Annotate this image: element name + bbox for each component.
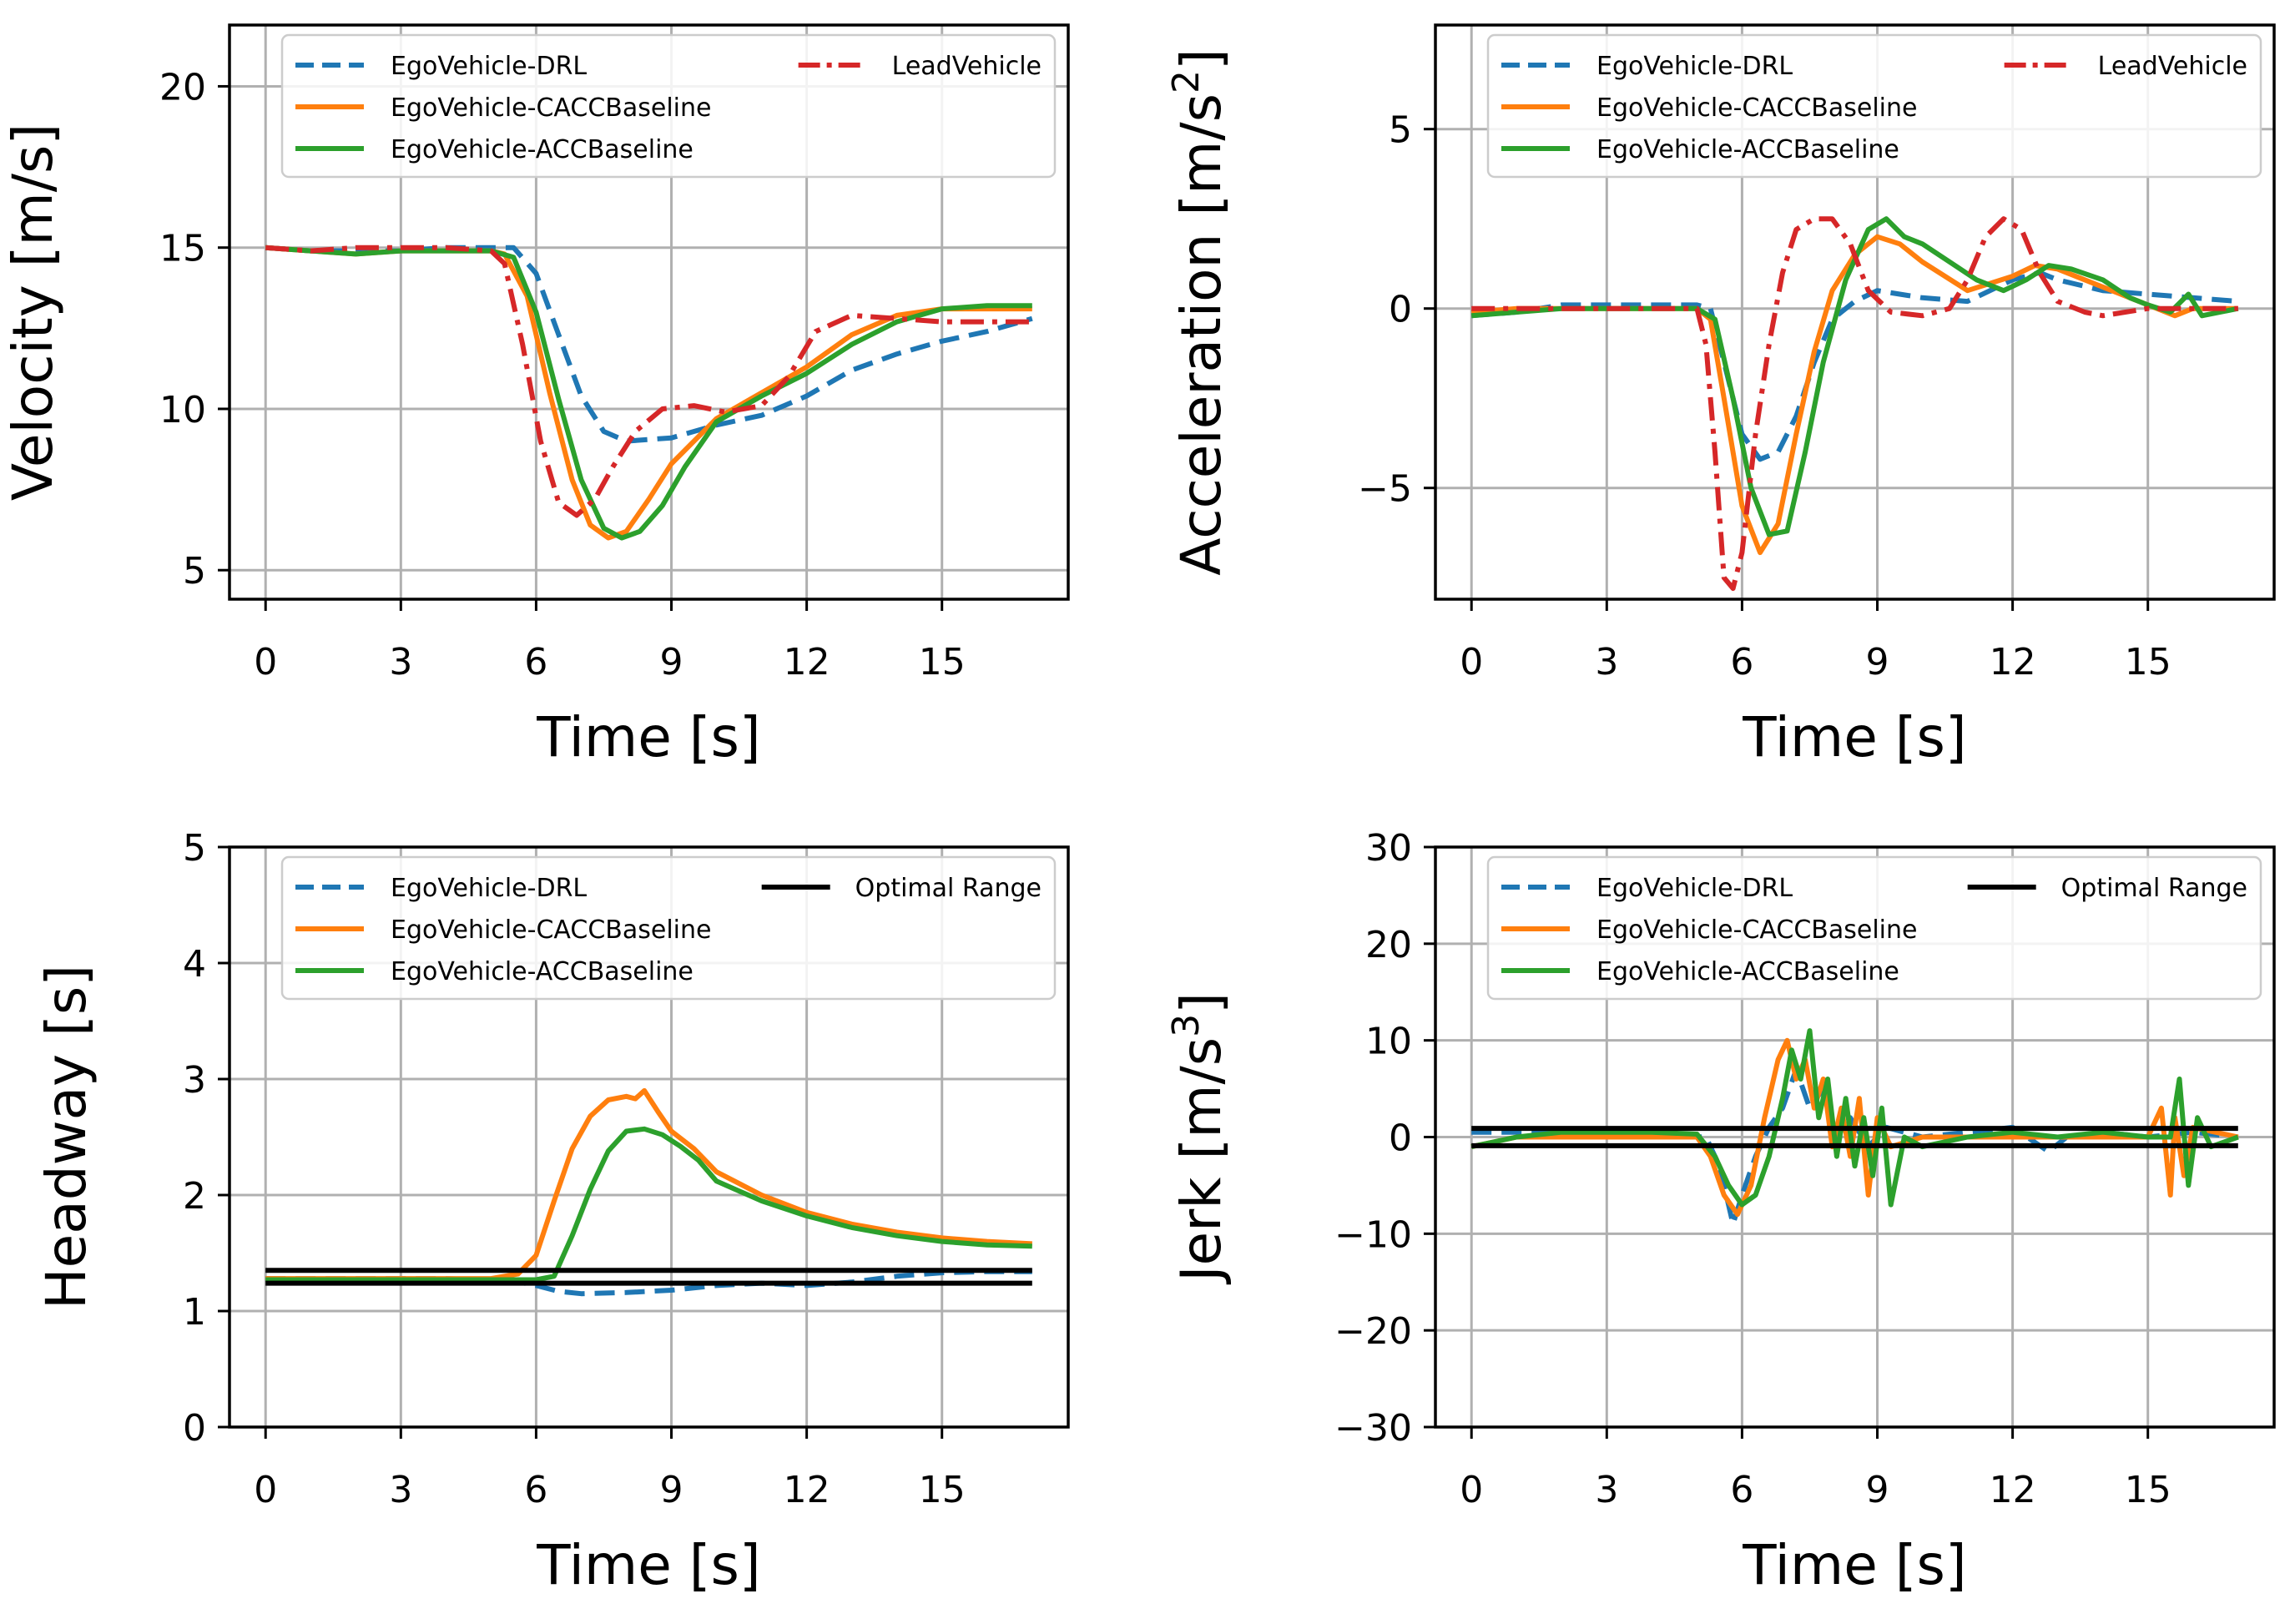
legend-label-egovehicle-accbaseline: EgoVehicle-ACCBaseline xyxy=(1596,135,1899,164)
x-tick-label: 15 xyxy=(919,641,966,683)
y-axis-label: Velocity [m/s] xyxy=(1,124,65,501)
y-tick-label: −30 xyxy=(1334,1407,1412,1450)
axes-frame xyxy=(1434,23,2276,601)
y-tick-label: 2 xyxy=(183,1175,206,1218)
y-axis-label: Acceleration [m/s2] xyxy=(1165,48,1233,576)
legend-box xyxy=(1486,33,2262,179)
chart-velocity: 0 3 6 9 12 15 5 10 15 20 Time [s] Velocity [m/s] Ego… xyxy=(1,23,1070,769)
x-tick-label: 3 xyxy=(1595,641,1618,683)
y-tick-label: 5 xyxy=(1389,109,1412,152)
y-tick-label: 3 xyxy=(183,1059,206,1102)
x-tick-label: 6 xyxy=(1730,1469,1753,1511)
legend: EgoVehicle-DRL EgoVehicle-CACCBaseline Ego… xyxy=(1486,855,2262,1001)
x-tick-label: 3 xyxy=(389,641,412,683)
legend-label-optimal-range: Optimal Range xyxy=(2061,874,2247,903)
legend: EgoVehicle-DRL EgoVehicle-CACCBaseline Ego… xyxy=(280,855,1057,1001)
series-line-egovehicle-accbaseline xyxy=(265,1126,1032,1283)
x-tick-label: 3 xyxy=(389,1469,412,1511)
x-tick-label: 6 xyxy=(524,1469,547,1511)
x-tick-label: 6 xyxy=(1730,641,1753,683)
y-tick-label: 0 xyxy=(1389,289,1412,331)
x-tick-label: 15 xyxy=(2125,1469,2171,1511)
legend-label-egovehicle-drl: EgoVehicle-DRL xyxy=(391,52,587,81)
y-tick-label: 20 xyxy=(1365,924,1412,966)
legend-label-egovehicle-caccbaseline: EgoVehicle-CACCBaseline xyxy=(391,93,712,123)
y-tick-label: 5 xyxy=(183,550,206,593)
legend-box xyxy=(280,33,1057,179)
series-group xyxy=(1470,1028,2239,1227)
legend-label-egovehicle-drl: EgoVehicle-DRL xyxy=(391,874,587,903)
y-tick-label: 30 xyxy=(1365,827,1412,870)
y-tick-label: 0 xyxy=(1389,1117,1412,1160)
chart-acceleration: 0 3 6 9 12 15 −5 0 5 Time [s] Acceleration [m/s2] E… xyxy=(1165,23,2276,769)
x-tick-label: 0 xyxy=(254,641,277,683)
legend: EgoVehicle-DRL EgoVehicle-CACCBaseline Ego… xyxy=(280,33,1057,179)
legend: EgoVehicle-DRL EgoVehicle-CACCBaseline Ego… xyxy=(1486,33,2262,179)
x-axis-label: Time [s] xyxy=(1742,1533,1966,1597)
y-axis-label: Headway [s] xyxy=(34,965,98,1309)
legend-box xyxy=(280,855,1057,1001)
y-tick-label: 5 xyxy=(183,827,206,870)
y-tick-label: 0 xyxy=(183,1407,206,1450)
legend-label-egovehicle-drl: EgoVehicle-DRL xyxy=(1596,52,1793,81)
x-axis-label: Time [s] xyxy=(536,705,760,769)
axes-frame xyxy=(228,23,1070,601)
chart-jerk: 0 3 6 9 12 15 −30 −20 −10 0 10 20 30 Time [s] Jerk [m/… xyxy=(1165,827,2276,1597)
x-tick-label: 9 xyxy=(1866,641,1889,683)
y-tick-label: −20 xyxy=(1334,1310,1412,1353)
y-tick-label: 4 xyxy=(183,943,206,986)
legend-label-leadvehicle: LeadVehicle xyxy=(2098,52,2247,81)
y-tick-label: 1 xyxy=(183,1291,206,1334)
x-tick-label: 0 xyxy=(1460,641,1483,683)
legend-label-egovehicle-caccbaseline: EgoVehicle-CACCBaseline xyxy=(1596,915,1918,945)
legend-label-egovehicle-accbaseline: EgoVehicle-ACCBaseline xyxy=(1596,957,1899,986)
x-tick-label: 0 xyxy=(1460,1469,1483,1511)
series-line-leadvehicle xyxy=(1471,216,2238,592)
y-tick-label: 20 xyxy=(159,66,206,108)
x-axis-label: Time [s] xyxy=(1742,705,1966,769)
y-axis-label: Jerk [m/s3] xyxy=(1165,992,1233,1285)
y-tick-label: 15 xyxy=(159,228,206,270)
legend-label-egovehicle-accbaseline: EgoVehicle-ACCBaseline xyxy=(391,957,694,986)
y-tick-label: 10 xyxy=(159,389,206,431)
y-tick-label: −10 xyxy=(1334,1213,1412,1256)
series-line-egovehicle-accbaseline xyxy=(265,245,1032,541)
series-group xyxy=(265,1087,1032,1297)
x-tick-label: 9 xyxy=(660,1469,683,1511)
legend-label-leadvehicle: LeadVehicle xyxy=(892,52,1042,81)
axes-frame xyxy=(228,845,1070,1429)
x-tick-label: 15 xyxy=(2125,641,2171,683)
series-line-egovehicle-accbaseline xyxy=(1470,1028,2239,1208)
legend-box xyxy=(1486,855,2262,1001)
x-tick-label: 6 xyxy=(524,641,547,683)
legend-label-egovehicle-drl: EgoVehicle-DRL xyxy=(1596,874,1793,903)
x-tick-label: 15 xyxy=(919,1469,966,1511)
legend-label-egovehicle-caccbaseline: EgoVehicle-CACCBaseline xyxy=(1596,93,1918,123)
x-tick-label: 12 xyxy=(1990,1469,2036,1511)
x-tick-label: 9 xyxy=(1866,1469,1889,1511)
legend-label-egovehicle-caccbaseline: EgoVehicle-CACCBaseline xyxy=(391,915,712,945)
x-tick-label: 12 xyxy=(784,641,830,683)
y-tick-label: −5 xyxy=(1358,468,1412,511)
series-group xyxy=(1470,216,2239,592)
x-tick-label: 3 xyxy=(1595,1469,1618,1511)
series-group xyxy=(265,245,1033,541)
series-line-egovehicle-caccbaseline xyxy=(265,1087,1032,1282)
x-tick-label: 12 xyxy=(784,1469,830,1511)
x-tick-label: 12 xyxy=(1990,641,2036,683)
x-tick-label: 9 xyxy=(660,641,683,683)
series-line-leadvehicle xyxy=(265,245,1032,518)
x-axis-label: Time [s] xyxy=(536,1533,760,1597)
x-tick-label: 0 xyxy=(254,1469,277,1511)
legend-label-optimal-range: Optimal Range xyxy=(855,874,1042,903)
y-tick-label: 10 xyxy=(1365,1021,1412,1063)
legend-label-egovehicle-accbaseline: EgoVehicle-ACCBaseline xyxy=(391,135,694,164)
